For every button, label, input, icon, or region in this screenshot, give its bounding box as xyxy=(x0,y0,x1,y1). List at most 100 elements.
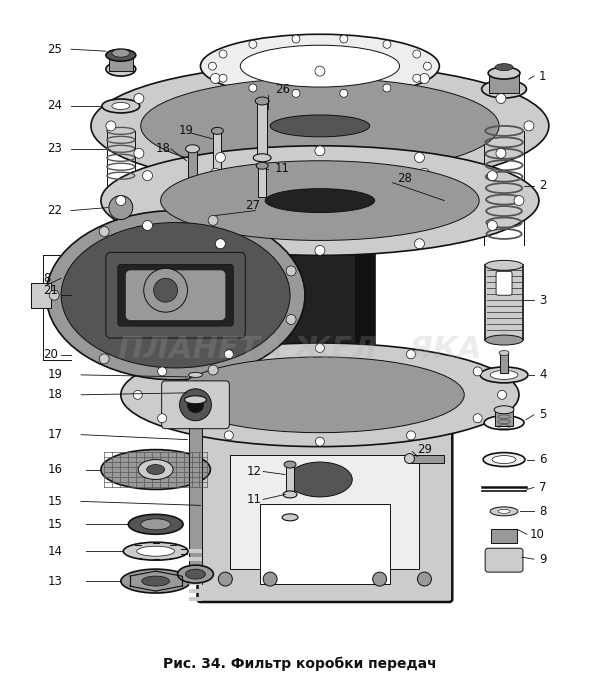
Text: 20: 20 xyxy=(43,349,58,361)
Ellipse shape xyxy=(240,46,400,87)
Ellipse shape xyxy=(284,461,296,468)
Bar xyxy=(265,385,374,435)
Ellipse shape xyxy=(185,145,199,153)
Ellipse shape xyxy=(283,491,297,498)
Ellipse shape xyxy=(46,211,305,380)
Circle shape xyxy=(413,50,421,58)
Ellipse shape xyxy=(141,78,499,174)
Ellipse shape xyxy=(253,154,271,162)
FancyBboxPatch shape xyxy=(118,265,233,326)
Bar xyxy=(270,126,370,195)
Circle shape xyxy=(249,84,257,92)
Text: 1: 1 xyxy=(539,69,547,83)
Text: Рис. 34. Фильтр коробки передач: Рис. 34. Фильтр коробки передач xyxy=(163,657,437,671)
Circle shape xyxy=(219,74,227,82)
Text: 28: 28 xyxy=(398,172,412,186)
Circle shape xyxy=(143,220,152,230)
Bar xyxy=(188,573,202,577)
Bar xyxy=(495,410,513,426)
Ellipse shape xyxy=(287,462,352,497)
Ellipse shape xyxy=(211,127,223,134)
Bar xyxy=(188,375,202,584)
Ellipse shape xyxy=(282,514,298,521)
Circle shape xyxy=(418,572,431,586)
Circle shape xyxy=(211,74,220,83)
Text: 13: 13 xyxy=(47,575,62,587)
Ellipse shape xyxy=(121,343,519,447)
Bar xyxy=(188,589,202,593)
Bar xyxy=(265,201,285,390)
Circle shape xyxy=(413,74,421,82)
Circle shape xyxy=(487,171,497,181)
Bar xyxy=(260,505,389,584)
Circle shape xyxy=(487,220,497,230)
Bar xyxy=(286,465,294,494)
FancyBboxPatch shape xyxy=(496,272,512,295)
Ellipse shape xyxy=(91,64,549,188)
Circle shape xyxy=(154,279,178,302)
Circle shape xyxy=(316,344,325,353)
Circle shape xyxy=(292,35,300,43)
Ellipse shape xyxy=(265,188,374,213)
Ellipse shape xyxy=(404,454,415,463)
Text: 24: 24 xyxy=(47,99,62,113)
Ellipse shape xyxy=(270,115,370,136)
Circle shape xyxy=(415,239,424,248)
Text: 16: 16 xyxy=(47,463,62,476)
Circle shape xyxy=(496,94,506,104)
Circle shape xyxy=(514,195,524,206)
Text: 19: 19 xyxy=(47,368,62,382)
Ellipse shape xyxy=(176,357,464,433)
Ellipse shape xyxy=(485,335,523,345)
Circle shape xyxy=(116,195,126,206)
Circle shape xyxy=(188,397,203,413)
Ellipse shape xyxy=(499,351,509,356)
FancyBboxPatch shape xyxy=(126,270,226,320)
Circle shape xyxy=(373,572,386,586)
FancyBboxPatch shape xyxy=(485,548,523,572)
Ellipse shape xyxy=(101,146,539,256)
Ellipse shape xyxy=(200,34,439,98)
Circle shape xyxy=(179,389,211,421)
Ellipse shape xyxy=(488,67,520,79)
Text: 22: 22 xyxy=(47,204,62,217)
Text: ПЛАНЕТА ЖЕЛ   ЯКА: ПЛАНЕТА ЖЕЛ ЯКА xyxy=(118,335,482,365)
Circle shape xyxy=(215,153,226,162)
Bar xyxy=(485,265,523,340)
Circle shape xyxy=(419,169,430,178)
Circle shape xyxy=(419,74,430,83)
Bar xyxy=(352,126,370,195)
Text: 10: 10 xyxy=(530,528,545,541)
Circle shape xyxy=(249,41,257,48)
Bar xyxy=(31,284,51,308)
Circle shape xyxy=(383,84,391,92)
Circle shape xyxy=(133,391,142,399)
Bar xyxy=(188,581,202,585)
Bar xyxy=(188,557,202,561)
Circle shape xyxy=(224,431,233,440)
Circle shape xyxy=(134,94,144,104)
Ellipse shape xyxy=(492,456,516,463)
Ellipse shape xyxy=(112,49,130,57)
Circle shape xyxy=(473,367,482,376)
Circle shape xyxy=(315,246,325,256)
FancyBboxPatch shape xyxy=(161,381,229,428)
Ellipse shape xyxy=(495,64,513,71)
Bar xyxy=(214,131,221,186)
Circle shape xyxy=(109,195,133,220)
Text: 2: 2 xyxy=(539,179,547,193)
Ellipse shape xyxy=(185,395,206,404)
Ellipse shape xyxy=(490,370,518,379)
Circle shape xyxy=(211,169,220,178)
FancyBboxPatch shape xyxy=(106,253,245,338)
Circle shape xyxy=(215,239,226,248)
Circle shape xyxy=(315,66,325,76)
Ellipse shape xyxy=(61,223,290,368)
Ellipse shape xyxy=(106,49,136,61)
Ellipse shape xyxy=(484,416,524,430)
Ellipse shape xyxy=(137,546,175,556)
Bar xyxy=(188,550,202,553)
Circle shape xyxy=(224,350,233,359)
Text: 11: 11 xyxy=(275,162,290,175)
Circle shape xyxy=(143,171,152,181)
